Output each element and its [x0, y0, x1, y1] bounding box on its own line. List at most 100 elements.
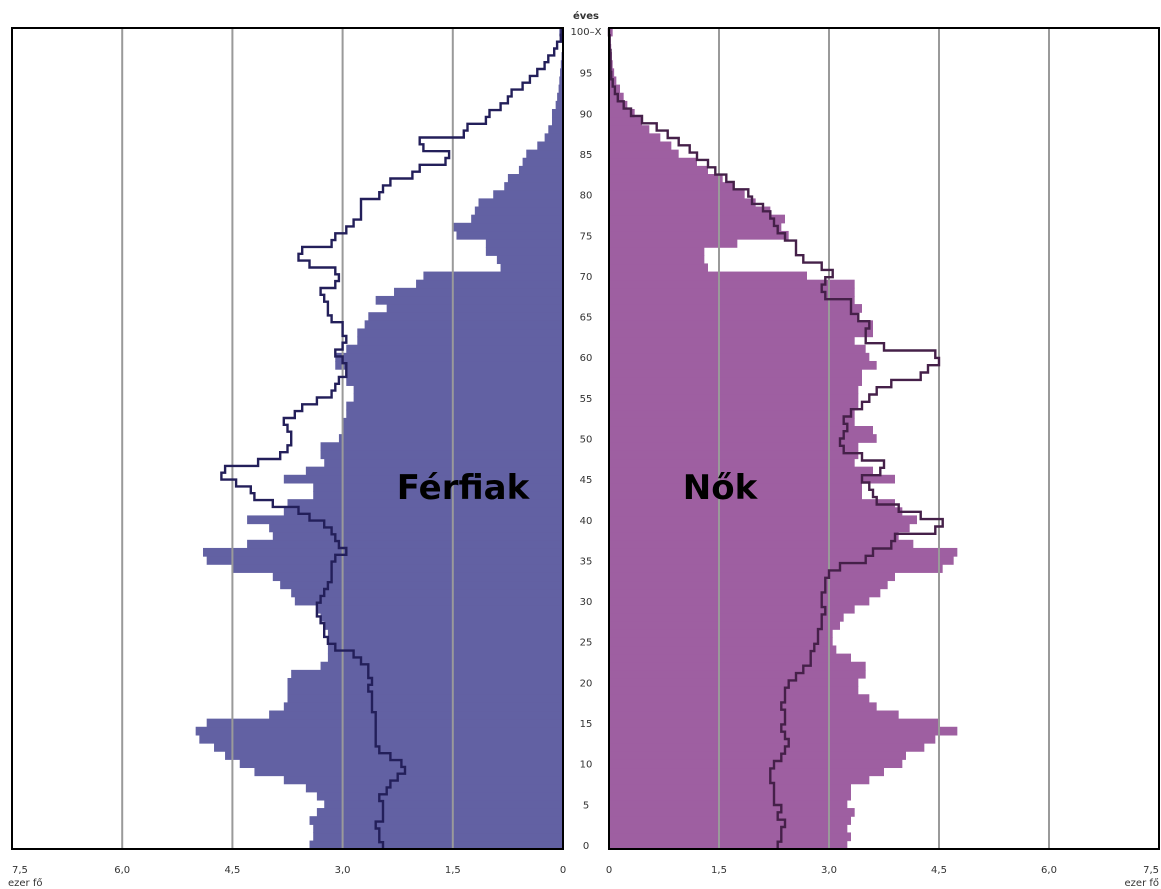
x-unit-label-right: ezer fő — [1125, 877, 1159, 889]
bar-men-age-64 — [364, 320, 563, 330]
bar-women-age-100 — [609, 27, 613, 37]
bar-men-age-15 — [206, 718, 564, 728]
bar-men-age-68 — [394, 287, 563, 297]
age-axis-label: éves — [573, 10, 599, 22]
bar-men-age-70 — [423, 271, 563, 281]
bar-women-age-62 — [609, 336, 855, 346]
bar-women-age-82 — [609, 174, 723, 183]
bar-men-age-60 — [335, 352, 563, 362]
bar-men-age-36 — [203, 547, 563, 557]
bar-men-age-29 — [316, 604, 563, 614]
bar-men-age-38 — [272, 531, 563, 541]
bar-women-age-47 — [609, 458, 855, 468]
bar-women-age-44 — [609, 482, 862, 492]
bar-men-age-58 — [346, 369, 563, 378]
bar-women-age-69 — [609, 279, 855, 289]
bar-men-age-30 — [294, 596, 563, 606]
frame-layer — [11, 27, 1160, 850]
bar-men-age-16 — [269, 710, 563, 720]
bar-women-age-18 — [609, 694, 870, 703]
bar-women-age-35 — [609, 556, 954, 565]
bar-women-age-52 — [609, 417, 855, 427]
outline-women — [607, 28, 944, 849]
bar-men-age-73 — [485, 247, 563, 256]
bar-men-age-93 — [558, 84, 563, 94]
bar-women-age-61 — [609, 344, 866, 354]
bar-men-age-35 — [206, 556, 564, 565]
x-tick-left-2: 3,0 — [335, 865, 351, 876]
bar-women-age-66 — [609, 304, 862, 313]
age-tick-35: 35 — [580, 556, 593, 567]
bar-women-age-36 — [609, 547, 958, 557]
bar-men-age-76 — [452, 222, 563, 232]
x-tick-right-4: 6,0 — [1041, 865, 1057, 876]
bar-men-age-81 — [504, 182, 563, 191]
bar-men-age-13 — [199, 734, 563, 744]
age-tick-80: 80 — [580, 191, 593, 202]
bar-men-age-78 — [474, 206, 563, 216]
bar-men-age-88 — [548, 125, 563, 134]
bar-men-age-20 — [287, 677, 563, 687]
bar-women-age-91 — [609, 100, 628, 110]
bar-men-age-48 — [320, 450, 563, 460]
bar-men-age-57 — [346, 377, 563, 386]
gridlines-layer — [121, 28, 1050, 849]
bar-men-age-84 — [522, 157, 563, 167]
bar-women-age-73 — [609, 247, 705, 256]
bar-women-age-67 — [609, 295, 855, 305]
x-tick-right-0: 0 — [606, 865, 612, 876]
bar-men-age-86 — [537, 141, 563, 151]
bar-women-age-76 — [609, 222, 782, 232]
age-tick-60: 60 — [580, 353, 593, 364]
bar-women-age-57 — [609, 377, 862, 386]
bar-women-age-24 — [609, 645, 837, 655]
age-tick-40: 40 — [580, 516, 593, 527]
bar-men-age-19 — [287, 686, 563, 695]
bar-women-age-8 — [609, 775, 870, 785]
bar-women-age-38 — [609, 531, 899, 541]
bar-women-age-15 — [609, 718, 939, 728]
bar-men-age-24 — [327, 645, 563, 655]
bar-women-age-80 — [609, 190, 745, 200]
bar-men-age-91 — [555, 100, 563, 110]
bar-women-age-84 — [609, 157, 697, 167]
bar-men-age-25 — [327, 637, 563, 647]
bar-women-age-56 — [609, 385, 859, 395]
bar-women-age-21 — [609, 669, 866, 679]
bars-layer — [195, 27, 958, 850]
bar-men-age-77 — [471, 214, 563, 224]
bar-women-age-72 — [609, 255, 705, 265]
bar-women-age-26 — [609, 629, 833, 638]
bar-women-age-6 — [609, 791, 851, 801]
bar-women-age-40 — [609, 515, 917, 525]
bar-women-age-23 — [609, 653, 851, 663]
bar-men-age-89 — [551, 117, 563, 126]
bar-women-age-63 — [609, 328, 873, 338]
bar-men-age-33 — [272, 572, 563, 582]
bar-men-age-92 — [557, 92, 563, 102]
x-tick-left-1: 1,5 — [445, 865, 461, 876]
bar-women-age-0 — [609, 840, 848, 850]
bar-men-age-79 — [478, 198, 563, 208]
bar-women-age-43 — [609, 491, 862, 500]
bar-women-age-65 — [609, 312, 859, 321]
x-unit-label-left: ezer fő — [8, 877, 42, 889]
bar-men-age-59 — [335, 360, 563, 370]
bar-women-age-51 — [609, 426, 873, 435]
bar-men-age-27 — [324, 621, 563, 630]
bar-women-age-12 — [609, 743, 925, 752]
ticks-layer: 0 1,5 3,0 4,5 6,0 7,5 0 1,5 3,0 4,5 6,0 7,5 0 5 10 15 20… — [12, 69, 1159, 876]
bar-women-age-4 — [609, 808, 855, 817]
bar-women-age-60 — [609, 352, 870, 362]
age-tick-70: 70 — [580, 272, 593, 283]
bar-men-age-63 — [357, 328, 563, 338]
bar-women-age-17 — [609, 702, 877, 712]
bar-men-age-3 — [309, 816, 563, 825]
bar-men-age-74 — [485, 239, 563, 248]
panel-label-women: Nők — [683, 468, 759, 508]
bar-men-age-75 — [456, 230, 563, 240]
age-tick-85: 85 — [580, 150, 593, 161]
bar-women-age-78 — [609, 206, 771, 216]
bar-men-age-69 — [416, 279, 563, 289]
